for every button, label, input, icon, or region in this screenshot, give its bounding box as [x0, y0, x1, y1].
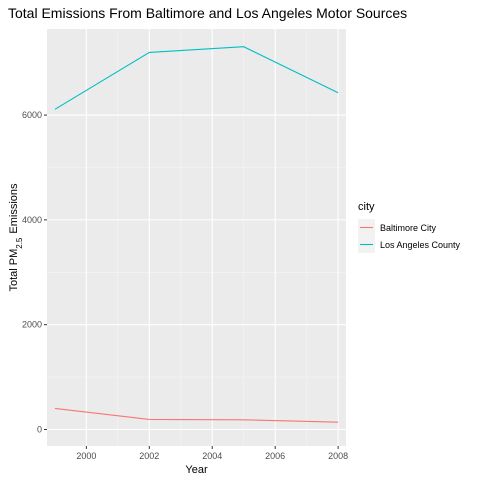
x-tick-label: 2002	[139, 451, 159, 461]
grid-major	[47, 29, 346, 446]
y-tick-label: 6000	[22, 110, 42, 120]
x-tick-label: 2000	[76, 451, 96, 461]
series-line	[54, 46, 339, 110]
y-axis-title: Total PM2.5 Emissions	[8, 183, 24, 292]
y-tick-label: 2000	[22, 320, 42, 330]
legend: city Baltimore City Los Angeles County	[358, 201, 461, 253]
x-tick-label: 2004	[202, 451, 222, 461]
y-axis-title-suffix: Emissions	[8, 183, 20, 237]
legend-label: Baltimore City	[380, 223, 437, 233]
y-tick-label: 0	[37, 424, 42, 434]
legend-title: city	[358, 201, 375, 213]
series-line	[54, 407, 339, 423]
chart-title: Total Emissions From Baltimore and Los A…	[8, 5, 407, 21]
x-tick-label: 2008	[328, 451, 348, 461]
series-lines	[54, 46, 339, 423]
legend-label: Los Angeles County	[380, 240, 461, 250]
x-axis: 2000 2002 2004 2006 2008	[76, 446, 348, 461]
x-tick-label: 2006	[265, 451, 285, 461]
y-tick-label: 4000	[22, 215, 42, 225]
grid-minor	[47, 29, 346, 446]
y-axis-title-subscript: 2.5	[15, 237, 24, 249]
x-axis-title: Year	[185, 464, 208, 476]
y-axis-title-prefix: Total PM	[8, 249, 20, 292]
y-axis: 0 2000 4000 6000	[22, 110, 47, 434]
plot-panel	[47, 29, 346, 446]
